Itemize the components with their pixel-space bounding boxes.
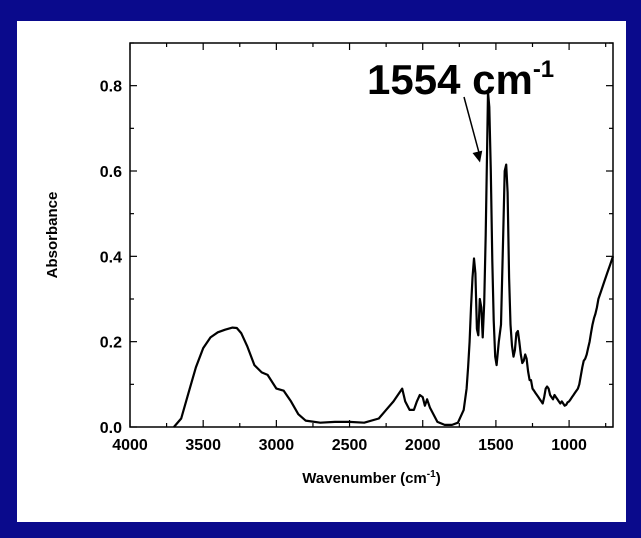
y-tick-label: 0.2 [100,335,122,352]
y-tick-label: 0.0 [100,420,122,437]
absorbance-chart: 4000 3500 3000 2500 2000 1500 1000 0.0 0.2 0.4 0.6… [44,42,615,487]
y-tick-label: 0.4 [100,249,122,266]
x-tick-label: 2000 [405,437,441,454]
y-axis-title: Absorbance [44,192,61,279]
peak-annotation: 1554 cm-1 [367,56,554,103]
x-tick-label: 3000 [259,437,295,454]
x-axis-title: Wavenumber (cm-1) [302,469,440,487]
y-tick-label: 0.6 [100,164,122,181]
plot-frame [129,42,614,428]
annotation-arrow-head [472,150,483,163]
x-tick-label: 4000 [112,437,148,454]
chart-panel: 4000 3500 3000 2500 2000 1500 1000 0.0 0.2 0.4 0.6… [17,21,626,522]
x-tick-label: 1500 [478,437,514,454]
x-tick-label: 3500 [185,437,221,454]
y-tick-label: 0.8 [100,79,122,96]
annotation-arrow [463,96,481,157]
x-tick-label: 2500 [332,437,368,454]
x-tick-label: 1000 [551,437,587,454]
absorbance-series-line [173,90,615,428]
